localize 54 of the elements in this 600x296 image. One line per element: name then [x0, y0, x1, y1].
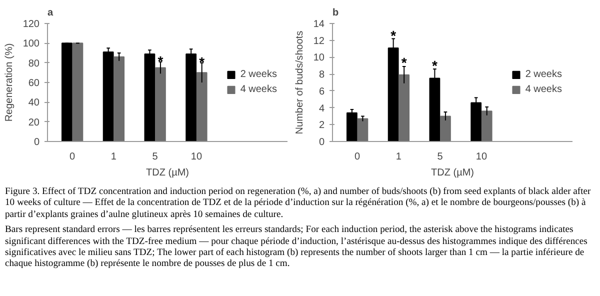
legend-label: 4 weeks: [525, 84, 562, 95]
y-tick-label: 0: [318, 137, 325, 148]
bar: [155, 67, 166, 142]
bar: [102, 52, 114, 142]
bar: [470, 102, 482, 142]
x-tick-label: 10: [190, 152, 202, 162]
text: Bars represent standard errors — les barres représentent les erreurs standards; For each induction period, the asterisk above the histograms indicates significant differences with the TDZ-free medium — pour chaque période d’induction, l’astérisque au-dessus des histogrammes indique des différences significatives avec le milieu sans TDZ; The lower part of each histogram (b) represents the number of shoots larger than 1 cm — la partie inférieure de chaque histogramme (b) représente le nombre de pousses de plus de 1 cm.: [5, 224, 588, 270]
y-tick-label: 80: [28, 58, 40, 70]
x-tick-label: 0: [354, 152, 361, 162]
x-tick-label: 1: [396, 152, 402, 162]
x-tick-label: 0: [70, 152, 76, 162]
legend-label: 4 weeks: [240, 84, 277, 95]
y-tick-label: 20: [28, 117, 40, 128]
y-tick-label: 10: [313, 52, 325, 64]
y-tick-label: 0: [34, 137, 40, 148]
annotation: *: [432, 58, 438, 74]
bar: [346, 112, 358, 142]
x-tick-label: 5: [152, 152, 158, 162]
x-tick-label: 5: [437, 152, 444, 162]
x-axis-title: TDZ (µM): [146, 168, 189, 178]
y-tick-label: 2: [318, 120, 325, 132]
annotation: *: [158, 52, 164, 69]
x-tick-label: 1: [110, 152, 117, 162]
bar: [186, 53, 197, 142]
chart-title: a: [48, 8, 54, 18]
bar: [481, 110, 492, 142]
legend-label: 2 weeks: [240, 69, 277, 80]
bar: [196, 72, 208, 142]
y-tick-label: 14: [313, 19, 325, 30]
x-tick-label: 10: [476, 152, 488, 162]
y-tick-label: 120: [22, 19, 40, 30]
y-tick-label: 12: [313, 36, 325, 47]
y-tick-label: 60: [28, 78, 40, 89]
bar: [440, 116, 451, 142]
annotation: *: [401, 54, 408, 70]
caption: Figure 3. Effect of TDZ concentration and induction period on regeneration (%, a) and number of buds/shoots (b) from seed explants of black alder after 10 weeks of culture — Effet de la concentration de TDZ et de la période d’induction sur la régénération (%, a) et le nombre de bourgeons/pousses (b) à partir d’explants graines d’aulne glutineux après 10 semaines de culture.: [5, 186, 592, 220]
bar: [144, 53, 156, 142]
legend-label: 2 weeks: [525, 69, 562, 80]
chart-title: b: [332, 8, 339, 18]
y-tick-label: 8: [318, 70, 325, 81]
y-axis-title: Number of buds/shoots: [294, 30, 306, 134]
bar: [114, 56, 125, 142]
bar: [62, 42, 72, 142]
y-axis-title: Regeneration (%): [4, 43, 15, 122]
y-tick-label: 100: [22, 38, 40, 50]
bar: [72, 42, 84, 142]
bar: [357, 118, 368, 142]
bar: [398, 74, 410, 142]
y-tick-label: 40: [28, 98, 40, 109]
x-axis-title: TDZ (µM): [431, 168, 474, 178]
y-tick-label: 4: [318, 103, 325, 114]
y-tick-label: 6: [318, 86, 325, 98]
annotation: *: [199, 54, 206, 70]
annotation: *: [390, 27, 397, 44]
